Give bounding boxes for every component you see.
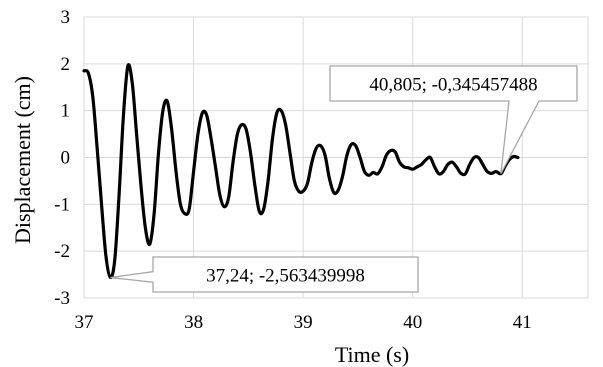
axis-tick-labels: -3 -2 -1 0 1 2 3 37 38 39 40 41 xyxy=(54,7,532,333)
x-tick-label: 38 xyxy=(184,312,203,333)
data-callout-box xyxy=(110,256,419,293)
x-tick-label: 41 xyxy=(513,312,532,333)
y-tick-label: -1 xyxy=(54,194,70,215)
y-tick-label: 1 xyxy=(61,101,71,122)
annotations: 37,24; -2,563439998 40,805; -0,345457488 xyxy=(110,65,578,293)
y-tick-label: -3 xyxy=(54,288,70,309)
y-axis-title: Displacement (cm) xyxy=(10,76,35,244)
y-tick-label: -2 xyxy=(54,241,70,262)
y-tick-label: 2 xyxy=(61,54,71,75)
y-tick-label: 3 xyxy=(61,7,71,28)
x-tick-label: 40 xyxy=(403,312,422,333)
x-axis-title: Time (s) xyxy=(335,342,409,367)
y-tick-label: 0 xyxy=(61,148,71,169)
data-callout-box xyxy=(329,65,578,174)
displacement-series-line xyxy=(82,63,520,280)
series-layer xyxy=(82,63,520,280)
x-tick-label: 37 xyxy=(75,312,94,333)
data-callout-label: 37,24; -2,563439998 xyxy=(206,266,365,287)
x-tick-label: 39 xyxy=(294,312,313,333)
data-callout-label: 40,805; -0,345457488 xyxy=(369,75,537,96)
